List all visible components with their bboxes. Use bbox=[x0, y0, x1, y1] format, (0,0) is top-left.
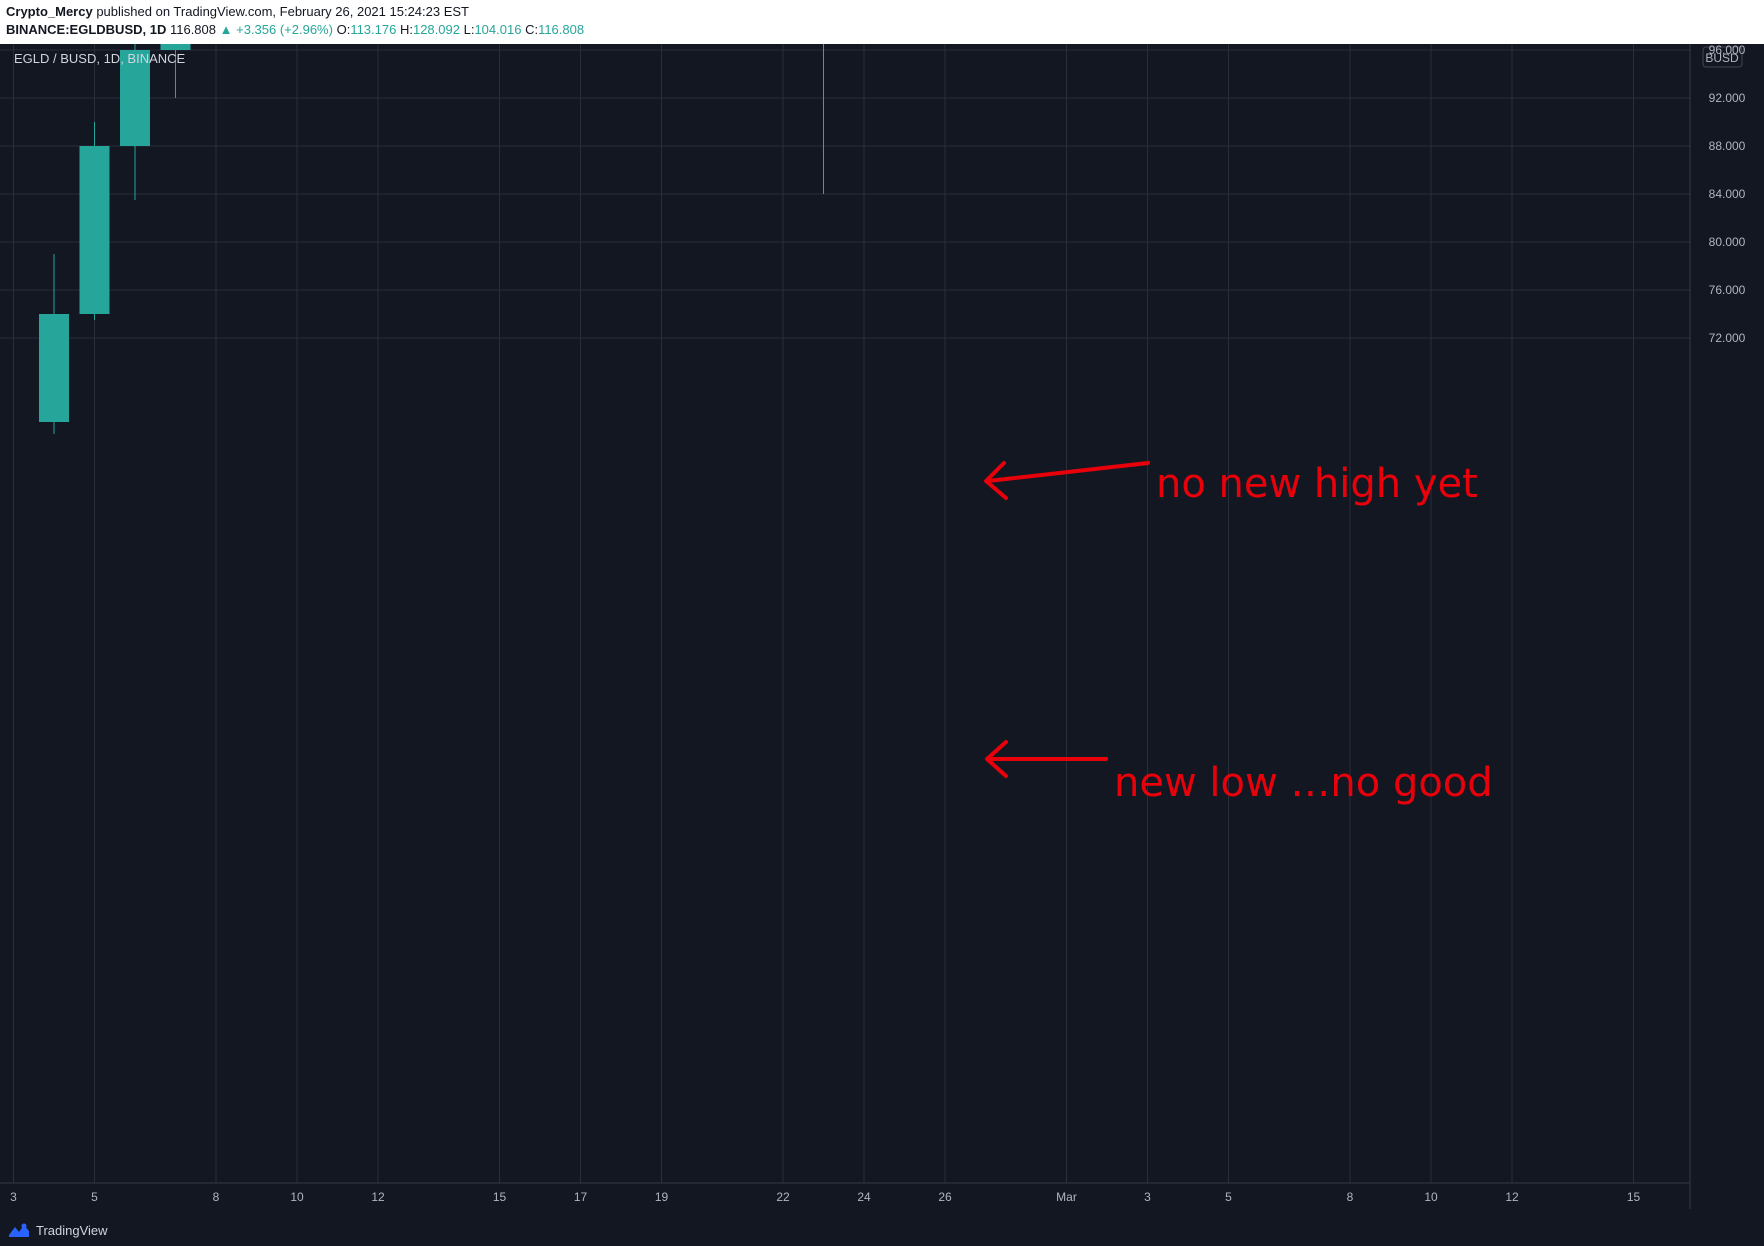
date-tick-label: 12 bbox=[371, 1190, 385, 1204]
high-value: 128.092 bbox=[412, 22, 460, 37]
price-axis[interactable]: BUSD 72.000 76.000 80.000 84.000 88.000 92.00… bbox=[1689, 44, 1764, 1217]
date-tick-label: 15 bbox=[1627, 1190, 1641, 1204]
price-change: ▲ +3.356 (+2.96%) bbox=[219, 22, 333, 37]
low-label: L: bbox=[463, 22, 475, 37]
annotation-no-new-high: no new high yet bbox=[1156, 461, 1478, 507]
symbol-label: BINANCE:EGLDBUSD, 1D bbox=[6, 22, 167, 37]
candle-body[interactable] bbox=[39, 314, 69, 422]
price-tick-label: 84.000 bbox=[1709, 187, 1746, 201]
last-price: 116.808 bbox=[169, 22, 216, 37]
price-tick-label: 76.000 bbox=[1709, 283, 1746, 297]
price-axis-bg bbox=[1690, 44, 1764, 1217]
date-tick-label: Mar bbox=[1056, 1190, 1077, 1204]
candle-body[interactable] bbox=[120, 50, 150, 146]
chart-legend: EGLD / BUSD, 1D, BINANCE bbox=[14, 51, 186, 66]
currency-label: BUSD bbox=[1705, 51, 1739, 65]
currency-badge bbox=[1702, 46, 1743, 68]
arrowhead-new-low bbox=[985, 740, 1008, 778]
publication-header: Crypto_Mercy published on TradingView.co… bbox=[0, 0, 1764, 44]
published-text: published on TradingView.com, February 2… bbox=[96, 4, 469, 19]
time-axis[interactable]: 3 5 8 10 12 15 17 19 22 24 26 Mar 3 5 8 10 12 15 bbox=[0, 1182, 1690, 1204]
date-tick-label: 10 bbox=[290, 1190, 304, 1204]
high-label: H: bbox=[399, 22, 413, 37]
tradingview-icon bbox=[9, 1223, 29, 1237]
grid-lines bbox=[0, 44, 1690, 1183]
publication-line: Crypto_Mercy published on TradingView.co… bbox=[6, 4, 469, 19]
price-tick-label: 88.000 bbox=[1709, 139, 1746, 153]
author-name[interactable]: Crypto_Mercy bbox=[6, 4, 93, 19]
price-tick-label: 96.000 bbox=[1709, 44, 1746, 57]
close-value: 116.808 bbox=[538, 22, 585, 37]
candle-body[interactable] bbox=[79, 146, 110, 314]
date-tick-label: 17 bbox=[574, 1190, 588, 1204]
date-tick-label: 10 bbox=[1424, 1190, 1438, 1204]
candle-body[interactable] bbox=[160, 44, 191, 50]
candle-bodies bbox=[39, 44, 191, 422]
annotations: no new high yet new low …no good bbox=[984, 461, 1493, 806]
candlestick-chart[interactable]: no new high yet new low …no good EGLD / … bbox=[0, 44, 1764, 1217]
date-tick-label: 26 bbox=[938, 1190, 952, 1204]
arrowhead-no-new-high bbox=[984, 461, 1008, 500]
date-tick-label: 15 bbox=[493, 1190, 507, 1204]
tradingview-logo[interactable]: TradingView bbox=[8, 1222, 108, 1238]
open-label: O: bbox=[336, 22, 351, 37]
tradingview-brand: TradingView bbox=[36, 1222, 108, 1238]
date-tick-label: 19 bbox=[655, 1190, 669, 1204]
date-tick-label: 24 bbox=[857, 1190, 871, 1204]
date-tick-label: 8 bbox=[1347, 1190, 1354, 1204]
date-tick-label: 3 bbox=[1144, 1190, 1151, 1204]
chart-background bbox=[0, 44, 1764, 1217]
date-tick-label: 22 bbox=[776, 1190, 790, 1204]
date-tick-label: 12 bbox=[1505, 1190, 1519, 1204]
date-tick-label: 5 bbox=[91, 1190, 98, 1204]
price-tick-label: 92.000 bbox=[1709, 91, 1746, 105]
arrow-no-new-high bbox=[986, 461, 1150, 483]
date-tick-label: 5 bbox=[1225, 1190, 1232, 1204]
price-tick-label: 72.000 bbox=[1709, 331, 1746, 345]
chart-panel[interactable]: no new high yet new low …no good EGLD / … bbox=[0, 44, 1764, 1217]
ohlc-line: BINANCE:EGLDBUSD, 1D 116.808 ▲ +3.356 (+… bbox=[6, 22, 584, 37]
annotation-new-low: new low …no good bbox=[1114, 760, 1493, 806]
low-value: 104.016 bbox=[474, 22, 522, 37]
date-tick-label: 3 bbox=[10, 1190, 17, 1204]
date-tick-label: 8 bbox=[213, 1190, 220, 1204]
price-tick-label: 80.000 bbox=[1709, 235, 1746, 249]
open-value: 113.176 bbox=[350, 22, 397, 37]
footer: TradingView bbox=[0, 1217, 1764, 1246]
close-label: C: bbox=[525, 22, 539, 37]
